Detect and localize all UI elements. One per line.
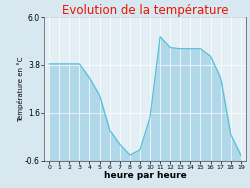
Title: Evolution de la température: Evolution de la température bbox=[62, 4, 228, 17]
X-axis label: heure par heure: heure par heure bbox=[104, 171, 186, 180]
Y-axis label: Température en °C: Température en °C bbox=[17, 56, 24, 122]
